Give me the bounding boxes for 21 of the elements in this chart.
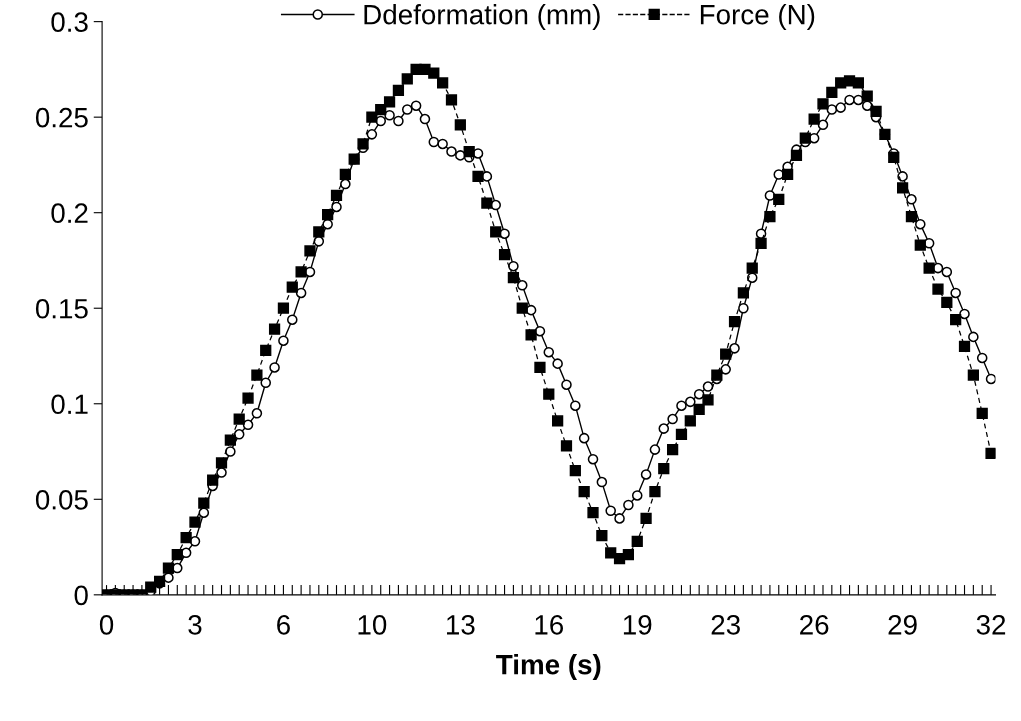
y-tick-label: 0.3 [51,12,88,32]
x-tick-label: 19 [623,615,652,635]
y-tick-label: 0.05 [35,489,88,510]
x-tick-label: 6 [277,615,290,635]
x-tick-label: 10 [358,615,387,635]
x-tick-label: 0 [99,615,114,635]
x-tick-label: 16 [535,615,564,635]
x-tick-label: 29 [888,615,917,635]
y-tick-label: 0.2 [51,203,88,224]
x-tick-label: 3 [188,615,202,635]
y-tick-label: 0.15 [35,298,88,319]
x-tick-label: 13 [447,615,475,635]
legend-label: Force (N) [700,4,815,30]
x-tick-label: 23 [711,615,740,635]
x-axis-title: Time (s) [496,654,601,680]
legend-label: Ddeformation (mm) [364,4,600,30]
x-tick-label: 32 [976,615,1006,635]
y-tick-label: 0 [74,585,88,606]
y-tick-label: 0.25 [35,107,88,128]
y-tick-label: 0.1 [51,394,88,415]
x-tick-label: 26 [800,615,829,635]
